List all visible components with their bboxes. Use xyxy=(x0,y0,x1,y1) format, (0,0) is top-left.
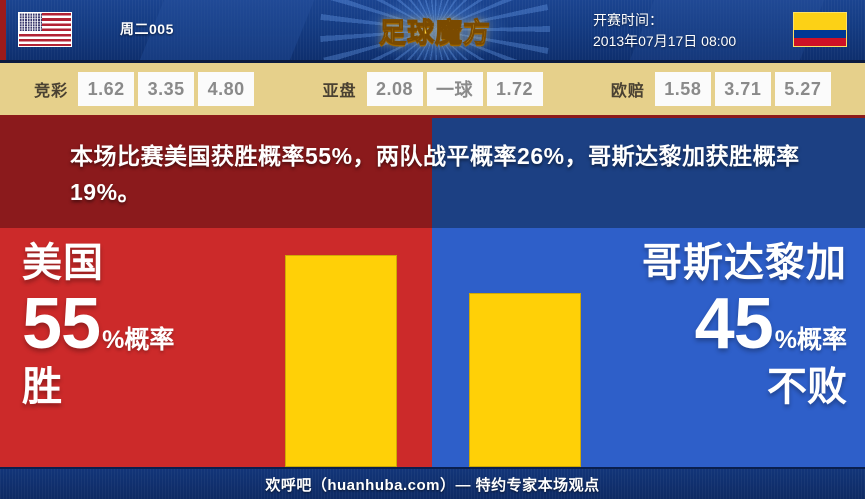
odds-cell-yapan-home[interactable]: 2.08 xyxy=(366,72,423,106)
away-percent-suffix: %概率 xyxy=(774,326,847,354)
footer-texture xyxy=(0,469,865,499)
site-logo[interactable]: 足球魔方 xyxy=(320,0,550,60)
odds-cell-oupei-home[interactable]: 1.58 xyxy=(654,72,711,106)
away-result-label: 不败 xyxy=(767,365,847,409)
odds-cell-oupei-draw[interactable]: 3.71 xyxy=(714,72,771,106)
odds-cell-jingcai-away[interactable]: 4.80 xyxy=(198,72,255,106)
away-team-name: 哥斯达黎加 xyxy=(642,241,847,285)
odds-group-yapan: 亚盘 2.08 一球 1.72 xyxy=(288,72,576,106)
colombia-flag-icon xyxy=(793,12,847,47)
away-team-stats: 哥斯达黎加 45 %概率 不败 xyxy=(567,240,847,410)
probability-board: 本场比赛美国获胜概率55%，两队战平概率26%，哥斯达黎加获胜概率19%。 美国… xyxy=(0,118,865,467)
away-percent-value: 45 xyxy=(694,284,774,364)
odds-cell-jingcai-home[interactable]: 1.62 xyxy=(78,72,135,106)
odds-cell-jingcai-draw[interactable]: 3.35 xyxy=(138,72,195,106)
odds-group-oupei: 欧赔 1.58 3.71 5.27 xyxy=(577,72,865,106)
home-team-stats: 美国 55 %概率 胜 xyxy=(22,240,272,410)
kickoff-label: 开赛时间： xyxy=(593,12,663,28)
away-percent-line: 45 %概率 xyxy=(567,288,847,360)
kickoff-time: 2013年07月17日 08:00 xyxy=(593,33,737,49)
summary-text: 本场比赛美国获胜概率55%，两队战平概率26%，哥斯达黎加获胜概率19%。 xyxy=(70,143,800,205)
home-percent-suffix: %概率 xyxy=(102,326,175,354)
us-flag-canton xyxy=(19,13,42,31)
home-team-name: 美国 xyxy=(22,241,104,285)
match-number: 周二005 xyxy=(120,21,174,37)
colombia-flag-yellow xyxy=(794,13,846,30)
footer-bar: 欢呼吧（huanhuba.com）— 特约专家本场观点 xyxy=(0,467,865,499)
logo-text: 足球魔方 xyxy=(379,17,491,48)
home-result-label: 胜 xyxy=(22,365,62,409)
home-probability-bar xyxy=(285,255,397,467)
odds-bar: 竞彩 1.62 3.35 4.80 亚盘 2.08 一球 1.72 欧赔 1.5… xyxy=(0,60,865,118)
odds-label-yapan: 亚盘 xyxy=(322,83,357,100)
summary-banner-left-bg xyxy=(0,118,432,228)
home-percent-line: 55 %概率 xyxy=(22,288,272,360)
odds-cell-yapan-handicap[interactable]: 一球 xyxy=(426,72,483,106)
odds-label-jingcai: 竞彩 xyxy=(34,83,69,100)
logo-glow xyxy=(360,0,510,60)
odds-cell-oupei-away[interactable]: 5.27 xyxy=(774,72,831,106)
colombia-flag-blue xyxy=(794,29,846,38)
home-percent-value: 55 xyxy=(22,284,101,364)
odds-group-jingcai: 竞彩 1.62 3.35 4.80 xyxy=(0,72,288,106)
summary-banner-right-bg xyxy=(432,118,865,228)
odds-label-oupei: 欧赔 xyxy=(610,83,645,100)
away-probability-bar xyxy=(469,293,581,467)
header-left-accent xyxy=(0,0,6,60)
odds-cell-yapan-away[interactable]: 1.72 xyxy=(486,72,543,106)
colombia-flag-red xyxy=(794,37,846,46)
summary-banner: 本场比赛美国获胜概率55%，两队战平概率26%，哥斯达黎加获胜概率19%。 xyxy=(0,118,865,228)
header-bar: 周二005 足球魔方 开赛时间： 2013年07月17日 08:00 xyxy=(0,0,865,60)
odds-bar-top-strip xyxy=(0,60,865,63)
footer-credit: 欢呼吧（huanhuba.com）— 特约专家本场观点 xyxy=(265,476,600,494)
us-flag-icon xyxy=(18,12,72,47)
